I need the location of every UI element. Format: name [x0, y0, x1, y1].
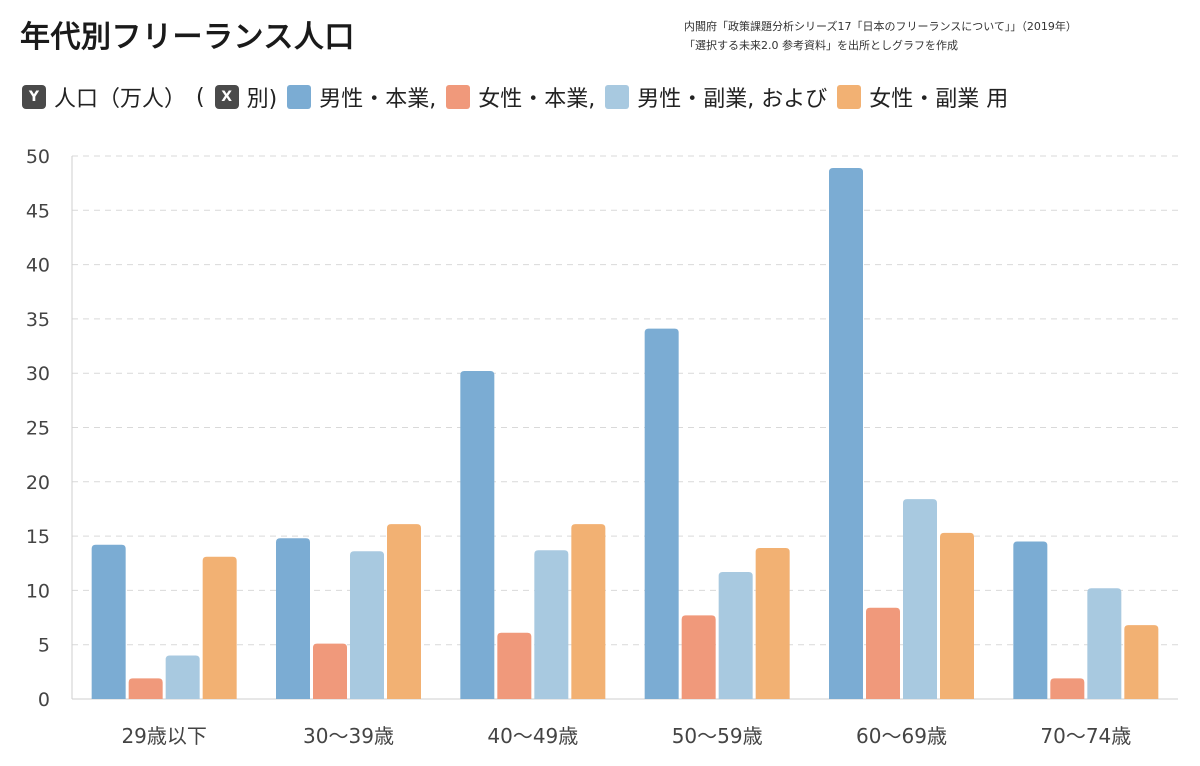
bar — [755, 548, 790, 699]
x-tick-label: 50〜59歳 — [672, 724, 763, 748]
bar — [387, 524, 421, 699]
y-tick-label: 15 — [26, 526, 50, 548]
bar — [829, 167, 863, 700]
y-tick-label: 50 — [26, 146, 50, 168]
legend-swatch-female-main — [446, 85, 471, 109]
y-tick-label: 35 — [26, 309, 50, 331]
legend-label-male-main: 男性・本業, — [319, 87, 437, 112]
bar — [534, 550, 569, 699]
y-tick-label: 45 — [26, 200, 50, 222]
x-axis-legend-text: 別) — [246, 87, 278, 112]
x-tick-label: 40〜49歳 — [487, 724, 578, 748]
bar — [1087, 588, 1122, 699]
x-tick-label: 60〜69歳 — [856, 724, 947, 748]
bar — [165, 655, 200, 699]
y-tick-label: 10 — [26, 580, 50, 602]
bar — [497, 632, 532, 699]
y-axis-key-icon: Y — [22, 85, 46, 109]
bar — [681, 615, 716, 699]
y-tick-label: 20 — [26, 472, 50, 494]
bar — [128, 678, 163, 699]
bar — [571, 524, 606, 699]
x-axis-key-icon: X — [214, 85, 239, 109]
legend-label-female-side: 女性・副業 用 — [869, 87, 1009, 112]
y-tick-label: 30 — [26, 363, 50, 385]
y-tick-label: 25 — [26, 418, 50, 440]
legend-label-male-side: 男性・副業, および — [637, 87, 828, 112]
bar — [350, 551, 384, 699]
x-tick-label: 30〜39歳 — [303, 724, 394, 748]
chart-title: 年代別フリーランス人口 — [20, 20, 355, 55]
bar — [202, 556, 237, 699]
legend-swatch-male-main — [287, 85, 312, 109]
source-line-1: 内閣府「政策課題分析シリーズ17「日本のフリーランスについて」」（2019年） — [684, 20, 1077, 33]
y-tick-label: 40 — [26, 255, 50, 277]
bar — [313, 643, 347, 699]
bar — [460, 371, 495, 699]
bar — [1050, 678, 1085, 699]
bar — [276, 538, 310, 699]
y-tick-label: 5 — [38, 635, 50, 657]
bar — [866, 607, 900, 699]
legend-swatch-female-side — [837, 85, 862, 109]
bar — [718, 571, 753, 699]
legend-open-paren: ( — [196, 84, 205, 110]
x-tick-label: 29歳以下 — [121, 724, 206, 748]
source-note: 内閣府「政策課題分析シリーズ17「日本のフリーランスについて」」（2019年） … — [684, 17, 1077, 55]
bar — [1013, 541, 1048, 699]
bar — [1124, 625, 1159, 699]
legend-label-female-main: 女性・本業, — [478, 87, 596, 112]
bar — [644, 328, 679, 699]
bar — [940, 532, 974, 699]
x-tick-label: 70〜74歳 — [1040, 724, 1131, 748]
bar — [91, 544, 126, 699]
bar — [903, 499, 937, 699]
y-axis-legend-text: 人口（万人） — [54, 87, 187, 112]
source-line-2: 「選択する未来2.0 参考資料」を出所としグラフを作成 — [684, 39, 958, 52]
legend-swatch-male-side — [605, 85, 630, 109]
legend: Y 人口（万人） ( X 別) 男性・本業, 女性・本業, 男性・副業, および… — [22, 80, 1018, 114]
y-tick-label: 0 — [38, 689, 50, 711]
